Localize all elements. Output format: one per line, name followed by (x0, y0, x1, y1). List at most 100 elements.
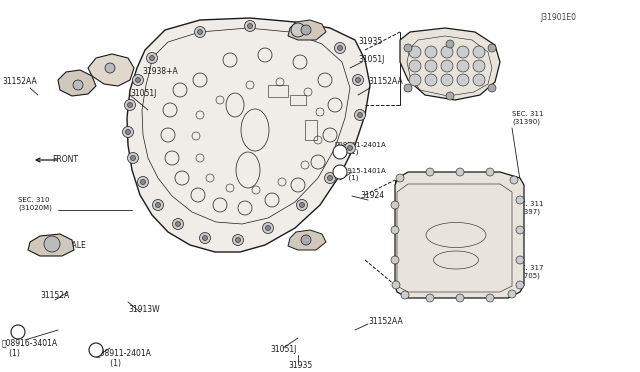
Circle shape (173, 218, 184, 230)
Circle shape (344, 142, 355, 154)
Circle shape (488, 44, 496, 52)
Polygon shape (288, 230, 326, 250)
Circle shape (473, 46, 485, 58)
Text: 31051J: 31051J (358, 55, 385, 64)
Circle shape (457, 74, 469, 86)
Circle shape (328, 176, 333, 180)
Circle shape (11, 325, 25, 339)
Circle shape (298, 26, 303, 31)
Text: M: M (15, 330, 20, 334)
Circle shape (355, 109, 365, 121)
Circle shape (195, 26, 205, 38)
Circle shape (152, 199, 163, 211)
Circle shape (294, 22, 305, 33)
Circle shape (457, 46, 469, 58)
Circle shape (409, 60, 421, 72)
Circle shape (391, 201, 399, 209)
Circle shape (44, 236, 60, 252)
Circle shape (473, 60, 485, 72)
Circle shape (291, 23, 305, 37)
Polygon shape (88, 54, 134, 86)
Circle shape (127, 103, 132, 108)
Text: 31935: 31935 (358, 38, 382, 46)
Circle shape (409, 46, 421, 58)
Circle shape (335, 42, 346, 54)
Circle shape (89, 343, 103, 357)
Circle shape (248, 23, 253, 29)
Circle shape (125, 129, 131, 135)
Text: 31152AA: 31152AA (368, 317, 403, 327)
Circle shape (136, 77, 141, 83)
Text: J31901E0: J31901E0 (540, 13, 576, 22)
Circle shape (425, 60, 437, 72)
Text: SEC. 317
(31705): SEC. 317 (31705) (512, 265, 543, 279)
Circle shape (150, 55, 154, 61)
Circle shape (138, 176, 148, 187)
Circle shape (353, 74, 364, 86)
Circle shape (486, 294, 494, 302)
Circle shape (232, 234, 243, 246)
Circle shape (516, 226, 524, 234)
Circle shape (355, 77, 360, 83)
Circle shape (266, 225, 271, 231)
Circle shape (324, 173, 335, 183)
Circle shape (198, 29, 202, 35)
Text: ⓜ08915-1401A
      (1): ⓜ08915-1401A (1) (335, 167, 387, 181)
Text: M: M (337, 170, 342, 174)
Circle shape (446, 40, 454, 48)
Circle shape (391, 256, 399, 264)
Circle shape (125, 99, 136, 110)
Text: 31152A: 31152A (40, 291, 69, 299)
Circle shape (516, 281, 524, 289)
Circle shape (426, 168, 434, 176)
Circle shape (236, 237, 241, 243)
Circle shape (392, 281, 400, 289)
Circle shape (358, 112, 362, 118)
Polygon shape (288, 20, 326, 40)
Circle shape (296, 199, 307, 211)
Circle shape (425, 46, 437, 58)
Circle shape (156, 202, 161, 208)
Polygon shape (28, 234, 74, 256)
Text: 31051J: 31051J (130, 90, 156, 99)
Circle shape (131, 155, 136, 160)
Circle shape (516, 196, 524, 204)
Circle shape (391, 226, 399, 234)
Circle shape (333, 165, 347, 179)
Circle shape (441, 74, 453, 86)
Circle shape (404, 84, 412, 92)
Polygon shape (58, 70, 96, 96)
Polygon shape (400, 28, 500, 100)
Circle shape (147, 52, 157, 64)
Circle shape (301, 25, 311, 35)
Circle shape (441, 46, 453, 58)
Circle shape (127, 153, 138, 164)
Polygon shape (127, 18, 370, 252)
Text: FRONT: FRONT (52, 155, 78, 164)
Text: ⓝ08911-2401A
      (1): ⓝ08911-2401A (1) (96, 348, 152, 368)
Text: SEC. 310
(31020M): SEC. 310 (31020M) (18, 197, 52, 211)
Circle shape (301, 235, 311, 245)
Circle shape (446, 92, 454, 100)
Circle shape (508, 290, 516, 298)
Text: 31051J: 31051J (270, 346, 296, 355)
Circle shape (396, 174, 404, 182)
Circle shape (425, 74, 437, 86)
Circle shape (426, 294, 434, 302)
Circle shape (516, 256, 524, 264)
Text: 31152AA: 31152AA (2, 77, 36, 87)
Text: 31913W: 31913W (128, 305, 159, 314)
Circle shape (486, 168, 494, 176)
Circle shape (132, 74, 143, 86)
Circle shape (457, 60, 469, 72)
Text: ⓜ08916-3401A
   (1): ⓜ08916-3401A (1) (2, 338, 58, 358)
Text: N: N (338, 150, 342, 154)
Text: N: N (93, 347, 99, 353)
Circle shape (141, 180, 145, 185)
Circle shape (510, 176, 518, 184)
Circle shape (300, 202, 305, 208)
Circle shape (488, 84, 496, 92)
Circle shape (73, 80, 83, 90)
Circle shape (262, 222, 273, 234)
Circle shape (337, 45, 342, 51)
